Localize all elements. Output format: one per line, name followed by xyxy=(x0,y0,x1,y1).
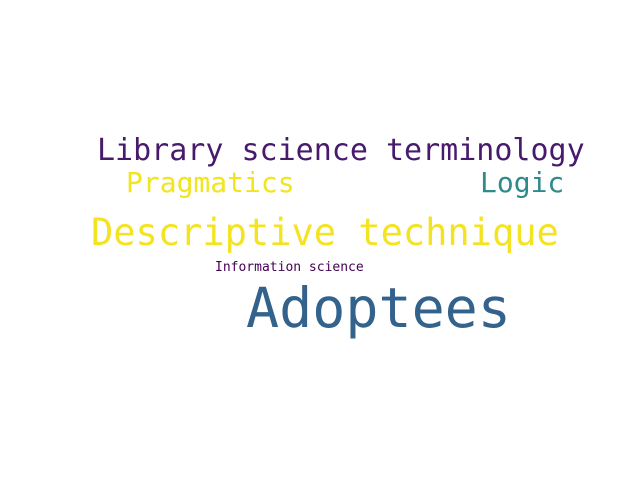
word-information-science: Information science xyxy=(215,260,364,275)
word-logic: Logic xyxy=(480,166,565,199)
word-adoptees: Adoptees xyxy=(246,276,511,340)
word-library-science-terminology: Library science terminology xyxy=(97,133,585,168)
word-pragmatics: Pragmatics xyxy=(126,166,295,199)
word-descriptive-technique: Descriptive technique xyxy=(91,211,559,254)
